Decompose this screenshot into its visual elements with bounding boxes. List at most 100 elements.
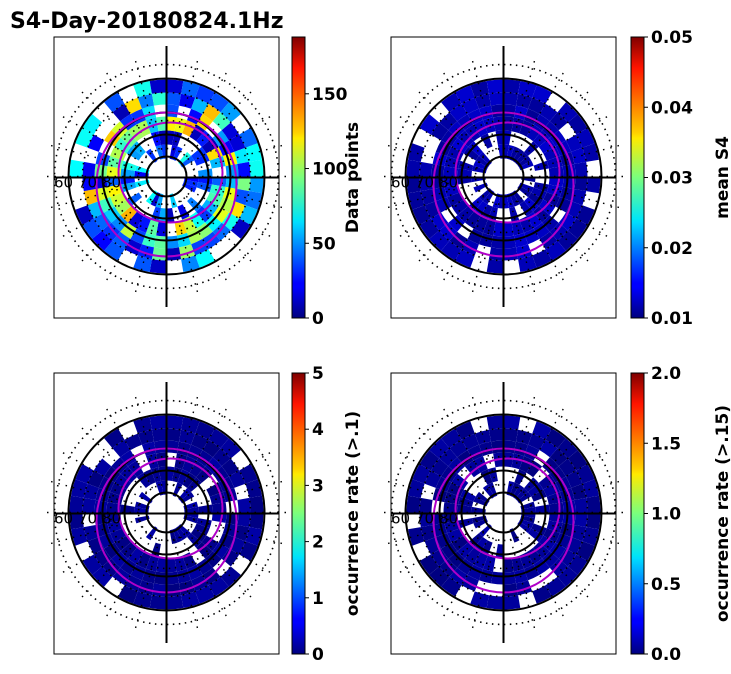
heatmap-cell [189,211,206,229]
heatmap-cell [464,460,481,478]
heatmap-cell [135,179,150,188]
meridian-line [179,404,230,489]
panel-4: 60 70 80 0.0 0.5 1.0 1.5 2.0 occurrence rate (>.… [379,364,731,665]
heatmap-cell [571,483,587,500]
heatmap-cell [196,558,213,575]
heatmap-cell [181,591,200,608]
heatmap-cell [509,192,520,207]
meridian-line [510,539,537,633]
heatmap-cell [83,189,99,206]
heatmap-cell [181,417,200,434]
heatmap-cell [571,147,587,164]
meridian-line [522,88,592,158]
heatmap-cell [174,453,187,470]
heatmap-cell [151,583,167,597]
meridian-line [46,143,140,170]
heatmap-cell [429,566,450,587]
heatmap-cell [221,458,240,477]
auroral-oval-inner [454,121,561,224]
heatmap-cell [419,176,433,192]
heatmap-cell [191,97,209,115]
heatmap-cell [408,143,425,162]
heatmap-cell [146,555,159,572]
colorbar-tick-label: 150 [312,85,348,105]
heatmap-cell [230,218,251,239]
heatmap-cell [439,112,458,131]
heatmap-cell [441,240,462,261]
heatmap-cell [149,79,167,94]
heatmap-cell [110,482,127,497]
heatmap-cell [480,540,493,556]
heatmap-cell [154,235,167,249]
heatmap-cell [114,535,132,552]
meridian-line [193,183,287,210]
heatmap-cell [249,512,264,530]
meridian-line [78,531,148,601]
heatmap-cell [491,235,504,249]
heatmap-cell [420,189,436,206]
heatmap-cell [191,433,209,451]
meridian-line [133,539,160,633]
heatmap-cell [166,440,179,454]
heatmap-cell [457,114,474,131]
heatmap-cell [546,520,563,533]
heatmap-cell [461,433,479,451]
heatmap-cell [106,512,122,523]
heatmap-cell [151,247,167,261]
heatmap-cell [194,153,210,166]
heatmap-cell [146,219,159,236]
heatmap-cell [83,525,99,542]
heatmap-cell [461,97,479,115]
heatmap-cell [160,144,167,159]
heatmap-cell [567,218,588,239]
heatmap-cell [234,147,250,164]
heatmap-cell [562,512,576,525]
latitude-label: 70 [415,174,434,192]
heatmap-cell [169,193,178,208]
meridian-line [185,531,255,601]
colorbar-tick-label: 0.03 [651,169,693,189]
colorbar-label: mean S4 [713,136,731,219]
meridian-line [530,479,624,506]
meridian-line [522,531,592,601]
heatmap-cell [127,547,144,565]
heatmap-cell [174,117,187,134]
heatmap-cell [439,222,458,241]
heatmap-cell [431,176,445,189]
heatmap-cell [114,473,132,490]
heatmap-cell [441,428,462,449]
heatmap-cell [464,547,481,565]
colorbar-tick-label: 1.0 [651,505,681,525]
heatmap-cell [430,212,449,231]
heatmap-cell [503,452,514,468]
heatmap-cell [419,554,440,575]
heatmap-cell [206,146,223,161]
heatmap-cell [143,469,156,485]
heatmap-cell [82,114,103,135]
heatmap-cell [92,230,113,251]
heatmap-cell [449,103,468,122]
heatmap-cell [194,523,210,536]
heatmap-cell [532,85,552,104]
heatmap-cell [503,428,519,442]
heatmap-cell [464,211,481,229]
colorbar-tick-label: 0.02 [651,239,693,259]
heatmap-cell [82,497,96,513]
meridian-line [103,200,154,285]
heatmap-cell [447,482,464,497]
heatmap-cell [545,576,566,597]
meridian-line [530,143,624,170]
heatmap-cell [528,482,544,497]
meridian-line [58,525,143,576]
meridian-line [530,183,624,210]
heatmap-cell [543,482,560,497]
heatmap-cell [87,134,105,152]
heatmap-cell [528,192,544,207]
heatmap-cell [439,448,458,467]
meridian-line [103,68,154,153]
heatmap-cell [172,528,183,543]
heatmap-cell [239,541,258,561]
meridian-line [395,189,480,240]
heatmap-cell [228,470,246,488]
